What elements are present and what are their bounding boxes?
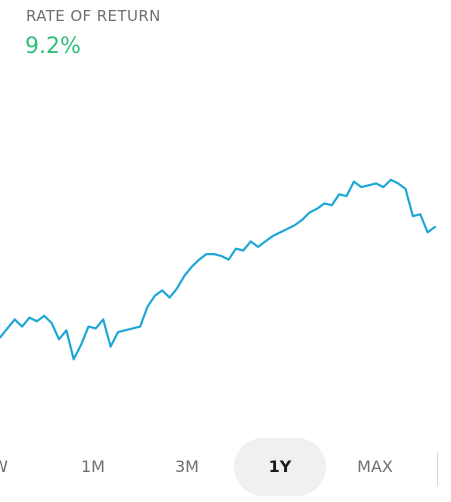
- tab-range-1y[interactable]: 1Y: [234, 438, 326, 496]
- metric-value: 9.2%: [25, 34, 81, 59]
- tab-range-3m[interactable]: 3M: [175, 457, 199, 476]
- time-range-tabs: W 1M 3M 1Y MAX: [0, 438, 451, 500]
- tab-range-week[interactable]: W: [0, 438, 20, 496]
- return-series-line: [0, 178, 437, 361]
- return-chart: [0, 178, 437, 361]
- tab-range-max[interactable]: MAX: [357, 457, 393, 476]
- metric-label: RATE OF RETURN: [26, 7, 161, 25]
- tab-divider: [437, 452, 438, 486]
- tab-range-1m[interactable]: 1M: [81, 457, 105, 476]
